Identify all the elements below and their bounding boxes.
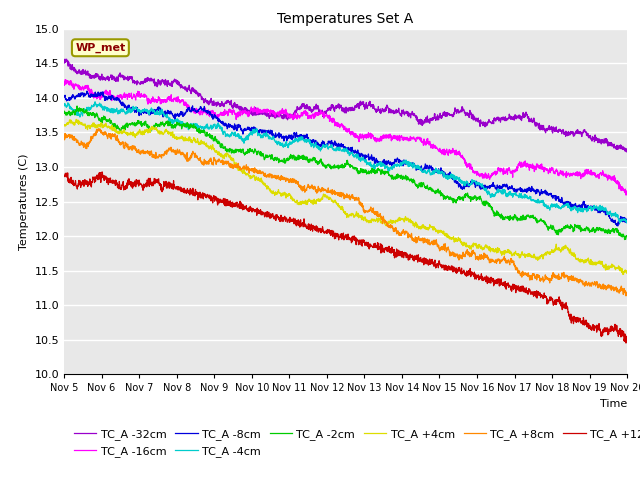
TC_A +12cm <box>622 340 630 346</box>
TC_A +4cm <box>72 117 80 122</box>
TC_A -2cm <box>574 224 582 229</box>
TC_A +4cm <box>509 251 517 257</box>
TC_A +8cm <box>574 276 582 282</box>
Legend: TC_A -32cm, TC_A -16cm, TC_A -8cm, TC_A -4cm, TC_A -2cm, TC_A +4cm, TC_A +8cm, T: TC_A -32cm, TC_A -16cm, TC_A -8cm, TC_A … <box>70 425 640 461</box>
TC_A -16cm <box>622 192 630 198</box>
TC_A -32cm <box>374 104 382 109</box>
TC_A -8cm <box>509 187 517 193</box>
TC_A -32cm <box>623 149 630 155</box>
Line: TC_A -16cm: TC_A -16cm <box>64 80 627 195</box>
TC_A -4cm <box>616 220 623 226</box>
TC_A +12cm <box>362 240 370 245</box>
TC_A -32cm <box>623 147 631 153</box>
TC_A -32cm <box>574 127 582 132</box>
TC_A +12cm <box>218 199 225 204</box>
TC_A +8cm <box>374 212 382 218</box>
Line: TC_A -8cm: TC_A -8cm <box>64 91 627 226</box>
TC_A -4cm <box>589 205 597 211</box>
TC_A -16cm <box>589 170 597 176</box>
TC_A -16cm <box>61 77 69 83</box>
TC_A -2cm <box>362 169 370 175</box>
TC_A +12cm <box>574 319 582 324</box>
TC_A -4cm <box>362 157 370 163</box>
TC_A -32cm <box>362 101 370 107</box>
TC_A -16cm <box>362 132 370 138</box>
TC_A -2cm <box>218 143 225 149</box>
TC_A -32cm <box>509 115 517 121</box>
TC_A +8cm <box>623 291 631 297</box>
TC_A -4cm <box>574 210 582 216</box>
TC_A +12cm <box>99 169 106 175</box>
TC_A +8cm <box>95 126 103 132</box>
TC_A -8cm <box>614 223 621 229</box>
Line: TC_A -32cm: TC_A -32cm <box>64 59 627 152</box>
TC_A +8cm <box>622 293 630 299</box>
TC_A -32cm <box>60 60 68 66</box>
TC_A -16cm <box>218 110 225 116</box>
TC_A -8cm <box>218 120 225 126</box>
TC_A -16cm <box>623 191 631 197</box>
TC_A -8cm <box>589 205 597 211</box>
TC_A -32cm <box>218 102 225 108</box>
TC_A +12cm <box>623 340 631 346</box>
TC_A +8cm <box>362 208 370 214</box>
TC_A -8cm <box>374 159 382 165</box>
TC_A +4cm <box>574 257 582 263</box>
Line: TC_A +12cm: TC_A +12cm <box>64 172 627 343</box>
TC_A -8cm <box>60 94 68 100</box>
TC_A +4cm <box>218 151 225 156</box>
TC_A +8cm <box>589 282 597 288</box>
TC_A -16cm <box>374 137 382 143</box>
TC_A +12cm <box>589 324 597 329</box>
TC_A -2cm <box>60 108 68 114</box>
TC_A -16cm <box>509 169 517 175</box>
TC_A -16cm <box>574 170 582 176</box>
TC_A -32cm <box>589 136 597 142</box>
Title: Temperatures Set A: Temperatures Set A <box>278 12 413 26</box>
TC_A -16cm <box>60 79 68 85</box>
TC_A +12cm <box>60 171 68 177</box>
TC_A -4cm <box>92 99 99 105</box>
TC_A -4cm <box>218 126 225 132</box>
TC_A +4cm <box>619 272 627 277</box>
TC_A -4cm <box>509 191 517 196</box>
TC_A -4cm <box>60 103 68 109</box>
TC_A -2cm <box>589 227 597 233</box>
TC_A -8cm <box>362 155 370 160</box>
Text: WP_met: WP_met <box>76 43 125 53</box>
TC_A +8cm <box>60 135 68 141</box>
Line: TC_A +4cm: TC_A +4cm <box>64 120 627 275</box>
TC_A -2cm <box>621 237 628 242</box>
TC_A +4cm <box>362 217 370 223</box>
TC_A -2cm <box>374 166 382 171</box>
TC_A +4cm <box>589 260 597 266</box>
TC_A +12cm <box>374 244 382 250</box>
TC_A -8cm <box>574 204 582 210</box>
TC_A -32cm <box>61 56 69 62</box>
TC_A -4cm <box>623 218 631 224</box>
TC_A +8cm <box>218 160 225 166</box>
TC_A -2cm <box>623 236 631 242</box>
Line: TC_A +8cm: TC_A +8cm <box>64 129 627 296</box>
TC_A -8cm <box>83 88 91 94</box>
TC_A -2cm <box>73 103 81 109</box>
TC_A +4cm <box>60 122 68 128</box>
Text: Time: Time <box>600 398 627 408</box>
TC_A -8cm <box>623 219 631 225</box>
TC_A +12cm <box>509 287 517 292</box>
TC_A -2cm <box>509 217 517 223</box>
Line: TC_A -2cm: TC_A -2cm <box>64 106 627 240</box>
TC_A +8cm <box>509 259 517 265</box>
TC_A +4cm <box>374 217 382 223</box>
Line: TC_A -4cm: TC_A -4cm <box>64 102 627 223</box>
Y-axis label: Temperatures (C): Temperatures (C) <box>19 153 29 250</box>
TC_A -4cm <box>374 161 382 167</box>
TC_A +4cm <box>623 269 631 275</box>
